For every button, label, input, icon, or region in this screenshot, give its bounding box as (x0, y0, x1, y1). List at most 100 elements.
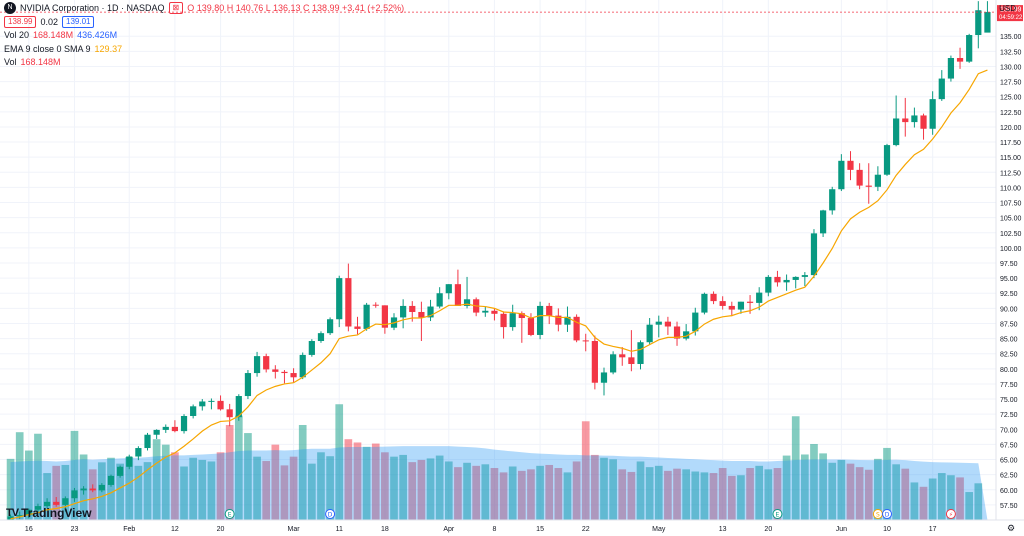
volume-bar (308, 463, 316, 520)
volume-bar (408, 462, 417, 520)
candle-body (518, 313, 525, 319)
time-tick-label: 12 (171, 526, 179, 533)
price-tick-label: 132.50 (1000, 49, 1022, 56)
event-markers: E D E S D ⚡ (224, 509, 956, 519)
candle-body (774, 276, 781, 283)
event-marker-icon[interactable] (882, 509, 893, 519)
candle-body (582, 340, 589, 342)
volume-bar (947, 475, 955, 520)
volume-bar (874, 458, 882, 520)
volume-bar (417, 459, 426, 520)
event-marker-icon[interactable] (945, 509, 956, 519)
volume-bar (280, 465, 289, 520)
volume-bar (189, 457, 197, 520)
candle-body (253, 356, 261, 374)
candle-body (482, 310, 489, 313)
price-tick-label: 105.00 (1000, 216, 1022, 223)
volume-bar (508, 466, 517, 520)
candle-body (500, 313, 507, 328)
volume-bar (855, 467, 864, 520)
volume-bar (52, 465, 61, 520)
countdown-label: 04:59:22 (999, 15, 1023, 21)
price-tick-label: 100.00 (1000, 246, 1022, 253)
volume-bar (572, 461, 581, 520)
volume-bar (746, 468, 754, 520)
spread-value: 0.02 (40, 16, 58, 27)
candle-body (62, 498, 69, 505)
candle-body (491, 310, 498, 314)
candle-body (966, 35, 973, 62)
event-marker-label: E (776, 512, 780, 519)
volume-bar (180, 466, 188, 520)
settings-icon[interactable]: ⚙ (1007, 524, 1015, 534)
candle-body (226, 409, 233, 418)
volume-bar (381, 452, 389, 520)
candle-body (911, 115, 918, 123)
time-axis[interactable]: 16 23 Feb 12 20 Mar 11 18 Apr 8 15 22 May 13 20 Jun 10 17… (0, 519, 1024, 536)
volume-bar (125, 457, 134, 520)
tradingview-watermark[interactable]: TV TradingView (6, 506, 92, 520)
event-marker-icon[interactable] (772, 509, 783, 519)
tradingview-logo-icon: TV (6, 507, 19, 519)
volume-bar (965, 492, 974, 520)
candle-body (947, 58, 955, 79)
symbol-title: NVIDIA Corporation · 1D · NASDAQ (20, 3, 165, 13)
price-tick-label: 57.50 (1000, 503, 1018, 510)
price-tick-label: 67.50 (1000, 442, 1018, 449)
ema-line (10, 69, 988, 520)
candle-body (43, 501, 51, 507)
price-tick-label: 122.50 (1000, 110, 1022, 117)
time-tick-label: 15 (536, 526, 544, 533)
candle-body (190, 406, 197, 416)
candle-body (938, 78, 945, 100)
symbol-header[interactable]: N NVIDIA Corporation · 1D · NASDAQ ⊠ O 1… (4, 2, 404, 14)
tradingview-text: TradingView (21, 506, 92, 520)
candle-body (117, 466, 124, 476)
price-axis[interactable]: 57.50 60.00 62.50 65.00 67.50 70.00 72.50 75.00… (995, 0, 1024, 536)
time-tick-label: 11 (336, 526, 343, 533)
candle-body (235, 396, 242, 418)
candle-body (272, 369, 279, 372)
volume-ma-fill (10, 446, 988, 520)
indicator-vol[interactable]: Vol 168.148M (4, 56, 404, 68)
volume-bar (755, 465, 764, 520)
volume-bar (828, 462, 837, 520)
time-tick-label: 10 (883, 526, 891, 533)
event-marker-icon[interactable] (224, 509, 235, 519)
time-tick-label: Mar (288, 526, 301, 533)
volume-bar (673, 468, 681, 520)
price-tick-label: 112.50 (1000, 170, 1021, 177)
volume-bar (161, 444, 170, 520)
volume-bars (6, 404, 983, 520)
currency-label[interactable]: USD (999, 4, 1016, 13)
volume-bar (463, 462, 471, 520)
volume-bar (801, 454, 809, 520)
indicator-vol20[interactable]: Vol 20 168.148M 436.426M (4, 29, 404, 41)
price-tick-label: 85.00 (1000, 337, 1018, 344)
volume-bar (928, 478, 937, 520)
event-marker-label: D (328, 512, 333, 519)
candle-body (555, 315, 562, 325)
candle-body (746, 301, 754, 303)
volume-bar (901, 468, 910, 520)
close-tab-icon[interactable]: ⊠ (168, 2, 184, 14)
price-tick-label: 62.50 (1000, 473, 1018, 480)
candle-body (25, 509, 32, 516)
indicator-ema[interactable]: EMA 9 close 0 SMA 9 129.37 (4, 43, 404, 55)
time-tick-label: 20 (764, 526, 772, 533)
candle-body (810, 233, 818, 276)
ask-price[interactable]: 139.01 (62, 15, 95, 28)
event-marker-icon[interactable] (325, 509, 336, 519)
bid-price[interactable]: 138.99 (4, 15, 37, 28)
volume-bar (910, 482, 919, 520)
volume-bar (536, 465, 544, 520)
volume-bar (454, 467, 462, 520)
volume-bar (892, 464, 900, 520)
volume-bar (107, 457, 115, 520)
volume-bar (700, 472, 709, 520)
volume-bar (399, 454, 407, 520)
candle-body (984, 12, 991, 33)
candle-body (454, 284, 462, 306)
price-axis-bg (996, 0, 1024, 536)
